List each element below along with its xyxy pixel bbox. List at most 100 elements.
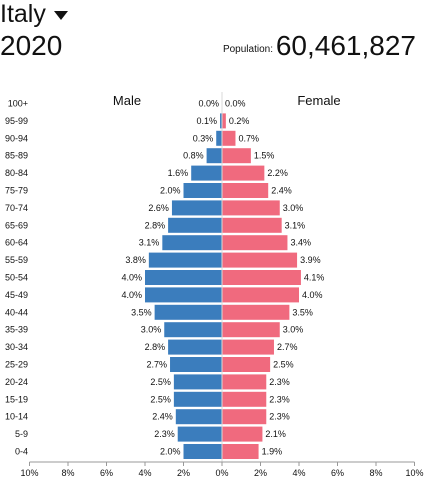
male-bar (171, 200, 222, 216)
male-bar (173, 374, 222, 390)
dropdown-caret-icon (53, 11, 68, 20)
female-bar (222, 287, 299, 303)
male-bar (162, 235, 222, 251)
male-bar (183, 444, 222, 459)
female-value-label: 0.7% (238, 133, 259, 143)
female-value-label: 2.2% (267, 168, 288, 178)
female-bar (222, 391, 267, 407)
age-tick-label: 10-14 (5, 412, 28, 422)
female-value-label: 3.0% (283, 203, 304, 213)
x-axis-tick-label: 10% (405, 468, 423, 478)
female-value-label: 0.0% (225, 99, 246, 109)
female-value-label: 2.5% (273, 360, 294, 370)
male-bar (191, 165, 222, 181)
age-tick-label: 100+ (8, 99, 28, 109)
female-bar (222, 148, 251, 164)
male-bar (206, 148, 222, 164)
x-axis-tick-label: 4% (138, 468, 151, 478)
x-axis-tick-label: 2% (177, 468, 190, 478)
male-bar (173, 391, 222, 407)
female-bar (222, 217, 282, 233)
male-bar (168, 217, 222, 233)
male-bar (148, 252, 222, 268)
female-value-label: 4.0% (302, 290, 323, 300)
age-tick-label: 95-99 (5, 116, 28, 126)
female-value-label: 1.5% (254, 151, 275, 161)
x-axis: 10% 8% 6% 4% 2% 0% 2% 4% 6% 8% 10% (20, 461, 424, 478)
age-tick-label: 30-34 (5, 342, 28, 352)
age-tick-label: 35-39 (5, 325, 28, 335)
female-value-label: 4.1% (304, 273, 325, 283)
male-value-label: 2.4% (152, 412, 173, 422)
x-axis-tick-label: 4% (292, 468, 305, 478)
female-bar (222, 339, 274, 355)
x-axis-tick-label: 8% (369, 468, 382, 478)
male-bar (164, 322, 222, 338)
female-bar (222, 374, 267, 390)
x-axis-tick-label: 10% (20, 468, 38, 478)
male-value-label: 0.1% (197, 116, 218, 126)
male-bar (154, 304, 222, 320)
male-value-label: 2.8% (145, 342, 166, 352)
age-tick-label: 50-54 (5, 273, 28, 283)
age-tick-label: 0-4 (15, 447, 28, 457)
x-axis-tick-label: 0% (215, 468, 228, 478)
male-value-label: 2.3% (154, 429, 175, 439)
female-value-label: 3.1% (285, 220, 306, 230)
x-axis-tick-label: 8% (61, 468, 74, 478)
male-value-label: 2.8% (145, 220, 166, 230)
age-tick-label: 80-84 (5, 168, 28, 178)
male-value-label: 3.8% (125, 255, 146, 265)
age-axis: 100+ 95-99 90-94 85-89 80-84 75-79 70-74 65-69 6… (5, 99, 28, 457)
female-bar (222, 426, 263, 442)
female-bar (222, 183, 269, 198)
age-tick-label: 65-69 (5, 220, 28, 230)
female-value-label: 1.9% (262, 447, 283, 457)
female-value-label: 2.3% (269, 394, 290, 404)
female-value-label: 2.4% (271, 186, 292, 196)
female-value-label: 3.9% (300, 255, 321, 265)
female-bar (222, 409, 267, 425)
female-value-label: 3.0% (283, 325, 304, 335)
age-tick-label: 40-44 (5, 307, 28, 317)
male-value-label: 1.6% (168, 168, 189, 178)
male-bars: 0.0% 0.1% 0.3% 0.8% 1.6% 2.0% 2.6% 2.8% 3.1% 3.8%… (121, 99, 222, 459)
male-value-label: 4.0% (121, 290, 142, 300)
male-bar (177, 426, 222, 442)
country-selector[interactable]: Italy (0, 0, 68, 28)
male-value-label: 2.0% (160, 186, 181, 196)
female-value-label: 2.7% (277, 342, 298, 352)
male-bar (170, 357, 222, 372)
male-value-label: 0.8% (183, 151, 204, 161)
male-value-label: 2.5% (150, 394, 171, 404)
country-name: Italy (0, 0, 46, 28)
male-bar (168, 339, 222, 355)
male-value-label: 3.0% (141, 325, 162, 335)
female-bar (222, 444, 259, 459)
age-tick-label: 25-29 (5, 360, 28, 370)
male-value-label: 4.0% (121, 273, 142, 283)
male-value-label: 2.7% (147, 360, 168, 370)
female-bar (222, 304, 290, 320)
age-tick-label: 60-64 (5, 238, 28, 248)
series-label-male: Male (113, 93, 141, 108)
female-bar (222, 165, 265, 181)
male-bar (220, 113, 222, 129)
population-label: Population: (222, 44, 273, 55)
female-bar (222, 252, 298, 268)
series-label-female: Female (297, 93, 340, 108)
age-tick-label: 85-89 (5, 151, 28, 161)
age-tick-label: 20-24 (5, 377, 28, 387)
age-tick-label: 45-49 (5, 290, 28, 300)
x-axis-tick-label: 6% (331, 468, 344, 478)
x-axis-tick-label: 6% (100, 468, 113, 478)
female-value-label: 2.1% (265, 429, 286, 439)
female-value-label: 3.5% (292, 307, 313, 317)
male-value-label: 0.0% (198, 99, 219, 109)
male-value-label: 3.5% (131, 307, 152, 317)
age-tick-label: 55-59 (5, 255, 28, 265)
age-tick-label: 70-74 (5, 203, 28, 213)
female-bar (222, 113, 226, 129)
